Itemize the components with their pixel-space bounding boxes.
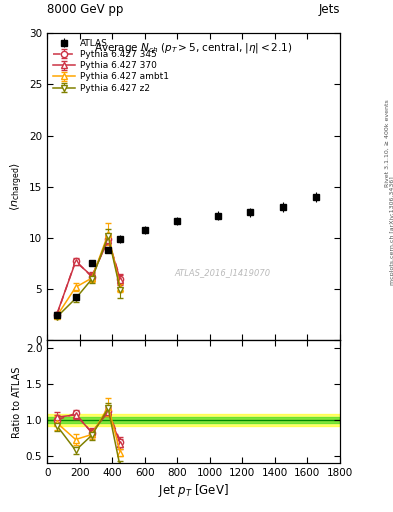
Text: Jets: Jets xyxy=(318,4,340,16)
X-axis label: Jet $p_T$ [GeV]: Jet $p_T$ [GeV] xyxy=(158,482,229,499)
Text: Rivet 3.1.10, ≥ 400k events: Rivet 3.1.10, ≥ 400k events xyxy=(385,99,390,187)
Text: 8000 GeV pp: 8000 GeV pp xyxy=(47,4,123,16)
Text: Average $N_{ch}$ $(p_T>5$, central, $|\eta| < 2.1)$: Average $N_{ch}$ $(p_T>5$, central, $|\e… xyxy=(94,41,293,55)
Text: ATLAS_2016_I1419070: ATLAS_2016_I1419070 xyxy=(175,268,271,278)
Text: mcplots.cern.ch [arXiv:1306.3436]: mcplots.cern.ch [arXiv:1306.3436] xyxy=(390,176,393,285)
Y-axis label: Ratio to ATLAS: Ratio to ATLAS xyxy=(11,366,22,438)
Y-axis label: $\langle n_\mathrm{charged} \rangle$: $\langle n_\mathrm{charged} \rangle$ xyxy=(9,162,25,211)
Legend: ATLAS, Pythia 6.427 345, Pythia 6.427 370, Pythia 6.427 ambt1, Pythia 6.427 z2: ATLAS, Pythia 6.427 345, Pythia 6.427 37… xyxy=(51,37,171,95)
